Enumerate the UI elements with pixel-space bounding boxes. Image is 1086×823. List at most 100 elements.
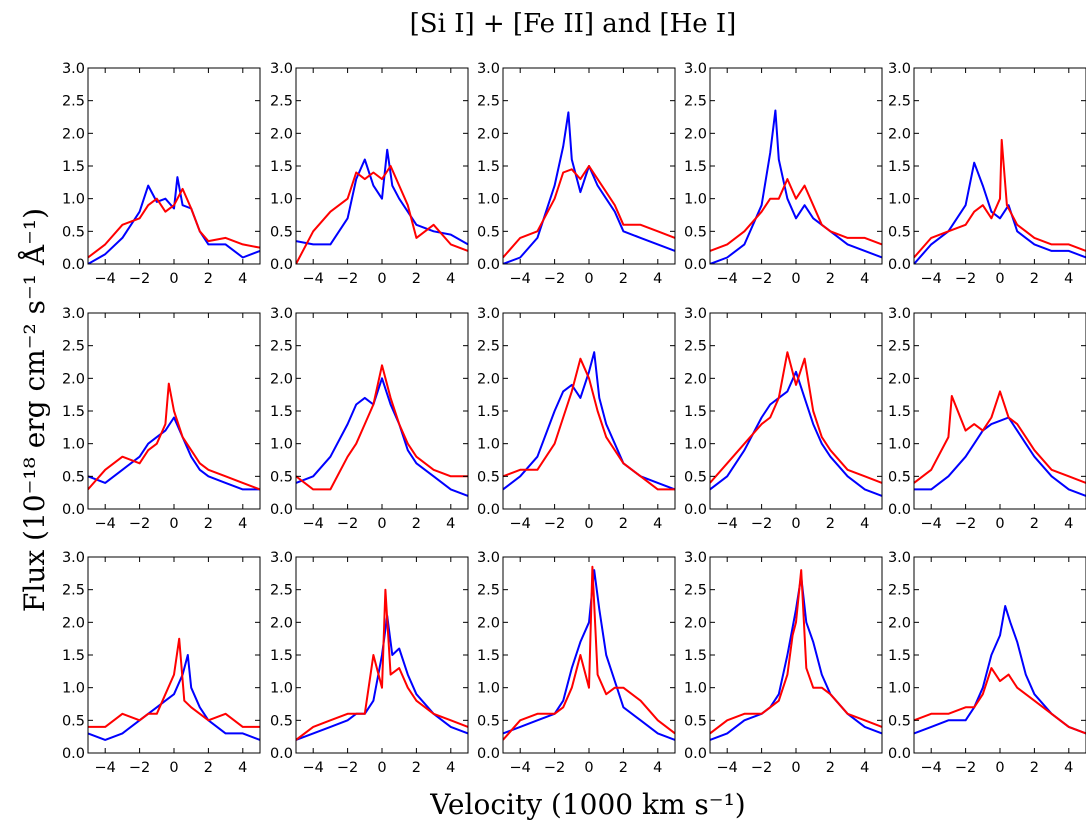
x-tick-label: 0	[584, 760, 593, 776]
panel-frame	[295, 312, 469, 510]
x-tick-label: −2	[129, 271, 150, 287]
series-line-blue	[914, 161, 1086, 264]
x-tick-label: −4	[303, 516, 324, 532]
panel-r2-c0: 0.0 0.5 1.0 1.5 2.0 2.5 3.0 −4 −2 0 2 4	[62, 550, 261, 776]
y-tick-label: 0.0	[62, 746, 85, 762]
y-tick-label: 0.0	[477, 257, 500, 273]
x-tick-label: −2	[544, 516, 565, 532]
y-tick-label: 2.0	[888, 371, 911, 387]
x-tick-label: −2	[337, 271, 358, 287]
series-line-red	[88, 637, 260, 728]
series-line-blue	[88, 416, 260, 491]
x-tick-label: −4	[921, 271, 942, 287]
y-tick-label: 2.0	[62, 615, 85, 631]
y-tick-label: 3.0	[477, 550, 500, 566]
y-tick-label: 3.0	[888, 550, 911, 566]
y-tick-label: 2.5	[888, 339, 911, 355]
x-tick-label: −4	[510, 760, 531, 776]
y-tick-label: 3.0	[684, 306, 707, 322]
panel-r1-c1: 0.0 0.5 1.0 1.5 2.0 2.5 3.0 −4 −2 0 2 4	[270, 306, 469, 532]
y-tick-label: 2.5	[62, 339, 85, 355]
series-line-red	[296, 364, 468, 491]
panel-r0-c0: 0.0 0.5 1.0 1.5 2.0 2.5 3.0 −4 −2 0 2 4	[62, 61, 261, 287]
y-tick-label: 1.0	[270, 681, 293, 697]
x-tick-label: −2	[544, 271, 565, 287]
x-tick-label: 2	[1030, 516, 1039, 532]
x-tick-label: 2	[204, 271, 213, 287]
y-tick-label: 2.5	[62, 94, 85, 110]
x-tick-label: 2	[1030, 760, 1039, 776]
x-tick-label: 0	[169, 271, 178, 287]
y-tick-label: 1.5	[684, 404, 707, 420]
y-tick-label: 2.5	[684, 339, 707, 355]
y-tick-label: 2.5	[888, 583, 911, 599]
x-tick-label: −2	[751, 760, 772, 776]
y-tick-label: 0.0	[270, 502, 293, 518]
series-line-red	[710, 178, 882, 252]
y-tick-label: 3.0	[477, 306, 500, 322]
y-tick-label: 2.0	[62, 126, 85, 142]
y-tick-label: 1.5	[888, 648, 911, 664]
y-tick-label: 0.0	[888, 502, 911, 518]
y-tick-label: 2.0	[684, 371, 707, 387]
x-tick-label: −4	[510, 271, 531, 287]
series-line-red	[296, 588, 468, 741]
x-tick-label: 2	[826, 271, 835, 287]
x-tick-label: −2	[955, 516, 976, 532]
x-tick-label: −2	[129, 760, 150, 776]
y-tick-label: 0.5	[684, 224, 707, 240]
y-tick-label: 2.0	[270, 126, 293, 142]
y-tick-label: 1.5	[888, 404, 911, 420]
x-tick-label: 2	[412, 516, 421, 532]
x-tick-label: −4	[717, 516, 738, 532]
y-tick-label: 0.5	[684, 713, 707, 729]
panel-frame	[709, 312, 883, 510]
y-tick-label: 1.0	[62, 437, 85, 453]
y-tick-label: 0.5	[270, 469, 293, 485]
x-tick-label: 4	[860, 516, 869, 532]
series-line-red	[914, 138, 1086, 259]
series-line-red	[503, 565, 675, 741]
y-tick-label: 2.5	[270, 339, 293, 355]
series-line-red	[503, 165, 675, 259]
x-tick-label: 0	[377, 760, 386, 776]
panel-frame	[913, 312, 1086, 510]
y-tick-label: 0.5	[477, 713, 500, 729]
x-tick-label: 0	[169, 760, 178, 776]
x-tick-label: 4	[1064, 516, 1073, 532]
y-tick-label: 1.5	[684, 648, 707, 664]
x-tick-label: −4	[303, 760, 324, 776]
series-line-blue	[710, 109, 882, 264]
y-tick-label: 1.0	[62, 681, 85, 697]
x-tick-label: −2	[751, 516, 772, 532]
series-line-red	[914, 667, 1086, 735]
y-tick-label: 1.0	[477, 437, 500, 453]
y-tick-label: 0.0	[684, 746, 707, 762]
x-tick-label: 4	[860, 760, 869, 776]
y-tick-label: 3.0	[62, 61, 85, 77]
y-tick-label: 1.5	[270, 159, 293, 175]
x-tick-label: −2	[955, 271, 976, 287]
series-line-red	[88, 187, 260, 259]
x-tick-label: −4	[510, 516, 531, 532]
y-tick-label: 0.5	[684, 469, 707, 485]
x-tick-label: 2	[412, 760, 421, 776]
series-line-red	[710, 351, 882, 484]
y-tick-label: 2.0	[270, 615, 293, 631]
x-tick-label: 2	[619, 271, 628, 287]
panel-r2-c2: 0.0 0.5 1.0 1.5 2.0 2.5 3.0 −4 −2 0 2 4	[477, 550, 676, 776]
panel-r0-c3: 0.0 0.5 1.0 1.5 2.0 2.5 3.0 −4 −2 0 2 4	[684, 61, 883, 287]
x-tick-label: 2	[204, 760, 213, 776]
y-tick-label: 2.5	[477, 339, 500, 355]
panel-r1-c2: 0.0 0.5 1.0 1.5 2.0 2.5 3.0 −4 −2 0 2 4	[477, 306, 676, 532]
y-tick-label: 1.5	[62, 648, 85, 664]
y-tick-label: 3.0	[888, 61, 911, 77]
y-tick-label: 0.5	[888, 713, 911, 729]
y-tick-label: 1.5	[477, 404, 500, 420]
y-tick-label: 1.0	[684, 681, 707, 697]
y-tick-label: 1.0	[888, 192, 911, 208]
series-line-red	[503, 357, 675, 491]
x-tick-label: 0	[791, 516, 800, 532]
y-tick-label: 1.0	[270, 437, 293, 453]
series-line-blue	[914, 416, 1086, 497]
